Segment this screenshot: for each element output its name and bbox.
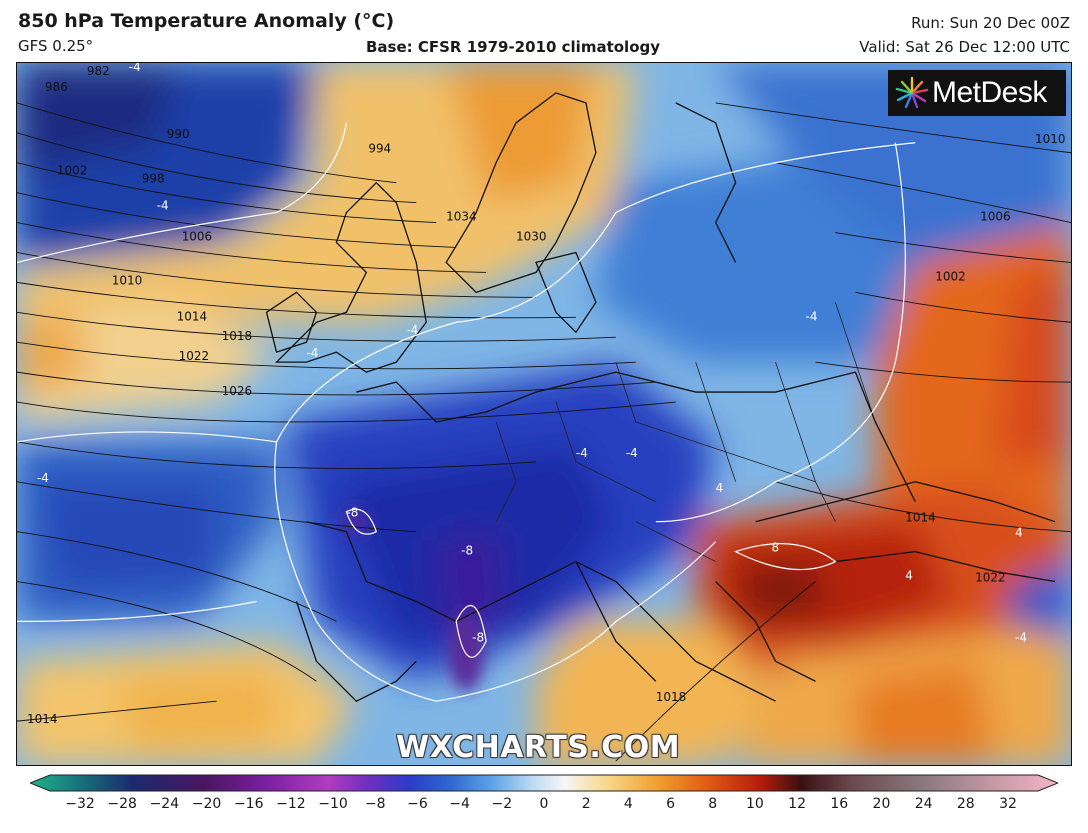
colorbar-tick-label: −16 [233,796,264,812]
isobars [17,102,1071,762]
colorbar-tick-label: −24 [149,796,180,812]
colorbar-tick-label: 2 [581,796,591,812]
isobar-label: 1006 [182,229,212,243]
isobar-label: 1030 [516,229,546,243]
anomaly-contour-label: -4 [806,309,818,323]
isobar-label: 990 [167,127,190,141]
isobar-label: 998 [142,172,165,186]
anomaly-contour-label: -4 [1015,630,1027,644]
anomaly-colorbar [30,774,1058,792]
anomaly-contour-label: -8 [461,544,473,558]
run-time-label: Run: Sun 20 Dec 00Z [911,14,1070,32]
climatology-base-label: Base: CFSR 1979-2010 climatology [366,38,661,56]
colorbar-tick-label: −8 [364,796,386,812]
anomaly-contours [17,122,916,702]
anomaly-contour-label: -4 [157,199,169,213]
isobar-label: 986 [45,80,68,94]
isobar-label: 1014 [27,712,57,726]
model-label: GFS 0.25° [18,37,94,55]
colorbar-tick-label: 28 [956,796,975,812]
anomaly-contour-label: 8 [772,541,780,555]
colorbar-tick-label: −20 [191,796,222,812]
colorbar-tick-label: −28 [107,796,137,812]
temperature-anomaly-map: 982 986 990 994 998 1002 1006 1010 1014 1018 1022 1… [16,62,1072,766]
isobar-label: 1022 [975,571,1005,585]
isobar-label: 994 [368,142,391,156]
colorbar-tick-label: 4 [623,796,633,812]
chart-title: 850 hPa Temperature Anomaly (°C) [18,10,395,32]
isobar-label: 1010 [112,273,142,287]
anomaly-contour-label: -8 [346,506,358,520]
isobar-label: 1014 [905,511,935,525]
colorbar-tick-label: 10 [745,796,764,812]
isobar-label: 1010 [1035,132,1065,146]
colorbar-tick-label: −6 [407,796,428,812]
colorbar-tick-label: 32 [999,796,1017,812]
anomaly-contour-label: -4 [37,471,49,485]
isobar-label: 1014 [177,309,207,323]
isobar-label: 1026 [222,384,252,398]
isobar-label: 982 [87,64,110,78]
isobar-label: 1022 [179,349,209,363]
colorbar-tick-label: 0 [539,796,549,812]
anomaly-contour-label: -4 [576,446,588,460]
metdesk-logo-text: MetDesk [932,76,1047,109]
anomaly-contour-label: -4 [406,323,418,337]
isobar-label: 1034 [446,210,476,224]
anomaly-contour-label: -4 [129,62,141,74]
colorbar-tick-label: 6 [666,796,675,812]
colorbar-tick-label: 20 [872,796,891,812]
isobar-label: 1002 [935,269,965,283]
colorbar-tick-label: 16 [830,796,849,812]
colorbar-tick-label: −12 [276,796,306,812]
anomaly-contour-label: 4 [1015,526,1023,540]
colorbar-tick-label: 8 [708,796,718,812]
isobar-label: 1006 [980,210,1010,224]
metdesk-starburst-icon [895,76,929,109]
colorbar-tick-label: −32 [65,796,95,812]
isobar-label: 1002 [57,164,87,178]
colorbar-tick-label: 12 [788,796,806,812]
colorbar-tick-label: −10 [318,796,348,812]
isobar-label: 1018 [656,690,686,704]
isobar-label: 1018 [222,329,252,343]
metdesk-logo: MetDesk [888,70,1066,116]
anomaly-contour-label: -4 [626,446,638,460]
valid-time-label: Valid: Sat 26 Dec 12:00 UTC [859,38,1070,56]
coastlines [265,92,1056,702]
anomaly-contour-label: -8 [472,630,484,644]
anomaly-field [17,63,1071,765]
borders [495,302,876,562]
anomaly-contour-label: -4 [306,346,318,360]
colorbar-tick-label: −4 [449,796,470,812]
anomaly-contour-label: 4 [716,481,724,495]
colorbar-tick-label: −2 [491,796,513,812]
anomaly-contour-label: 4 [905,569,913,583]
wxcharts-watermark: WXCHARTS.COM [396,730,681,765]
colorbar-tick-label: 24 [914,796,933,812]
